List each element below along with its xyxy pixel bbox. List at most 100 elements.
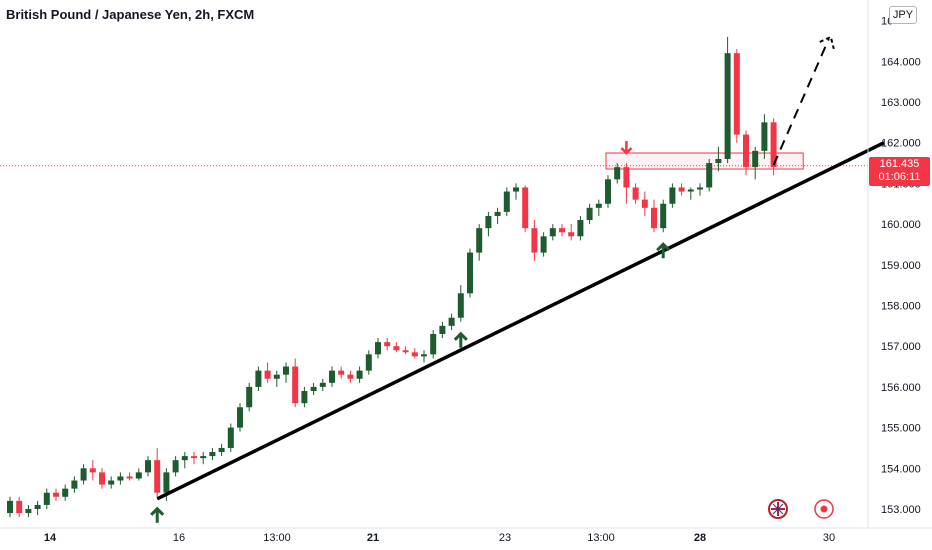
candle <box>154 447 161 497</box>
y-tick-label: 153.000 <box>881 504 921 516</box>
candle <box>733 49 740 143</box>
candle <box>439 321 446 339</box>
candle <box>687 187 694 200</box>
candle <box>25 504 32 518</box>
currency-badge[interactable]: JPY <box>889 6 917 24</box>
candle <box>145 456 151 477</box>
y-tick-label: 163.000 <box>881 97 921 109</box>
candle <box>172 456 179 477</box>
chart-title: British Pound / Japanese Yen, 2h, FXCM <box>6 7 255 22</box>
candle <box>540 232 547 257</box>
candle <box>595 199 602 216</box>
candle <box>669 183 676 208</box>
candle <box>457 285 464 322</box>
x-tick-label: 23 <box>499 532 511 544</box>
candle <box>273 370 280 387</box>
last-price-value: 161.435 <box>879 158 920 170</box>
candlestick-series <box>7 36 777 518</box>
candle <box>586 203 593 225</box>
candle <box>218 443 225 457</box>
candle <box>476 224 483 261</box>
y-tick-label: 156.000 <box>881 382 921 394</box>
projection-arrowhead <box>819 35 835 50</box>
candle <box>117 472 124 485</box>
candle <box>89 460 96 481</box>
x-tick-label: 13:00 <box>587 532 615 544</box>
markers <box>150 141 671 523</box>
candle <box>264 362 271 383</box>
candle <box>347 370 354 383</box>
y-tick-label: 154.000 <box>881 463 921 475</box>
projection-arrow <box>772 38 830 166</box>
candle <box>80 464 87 485</box>
candle <box>191 452 197 465</box>
candle <box>375 338 381 359</box>
flag-uk-icon[interactable] <box>767 498 789 520</box>
trendline[interactable] <box>156 35 885 501</box>
candle <box>402 346 409 355</box>
candle <box>283 362 289 383</box>
candle <box>16 496 23 518</box>
candle <box>356 366 363 383</box>
support-arrow-icon <box>656 242 671 259</box>
price-axis[interactable]: 153.000 154.000 155.000 156.000 157.000 158.0… <box>867 0 921 528</box>
candle <box>209 447 216 461</box>
candle <box>623 163 630 204</box>
candle <box>715 146 722 172</box>
candle <box>108 476 115 489</box>
candle <box>522 185 529 233</box>
candle <box>329 366 335 387</box>
candle <box>503 187 510 216</box>
candle <box>549 224 556 241</box>
candle <box>430 329 437 359</box>
candle <box>614 163 621 184</box>
candle <box>181 452 188 469</box>
candle <box>338 366 345 379</box>
x-tick-label: 30 <box>823 532 835 544</box>
candle <box>485 211 492 237</box>
candle <box>411 348 418 359</box>
last-price-tag: 161.435 01:06:11 <box>869 157 930 186</box>
candle <box>632 183 639 204</box>
candle <box>761 114 768 159</box>
last-price-countdown: 01:06:11 <box>878 171 921 183</box>
candle <box>559 224 565 237</box>
candle <box>135 468 142 481</box>
candle <box>513 183 519 200</box>
candle <box>255 366 262 391</box>
candle <box>126 472 133 481</box>
candle <box>724 36 731 164</box>
record-icon[interactable] <box>813 498 835 520</box>
candle <box>292 358 299 408</box>
support-arrow-icon <box>150 506 165 523</box>
y-tick-label: 158.000 <box>881 301 921 313</box>
y-tick-label: 160.000 <box>881 219 921 231</box>
candle <box>200 452 207 465</box>
resistance-arrow-icon <box>620 141 633 155</box>
candle <box>310 382 317 396</box>
candle <box>53 488 59 501</box>
candle <box>660 199 667 233</box>
y-tick-label: 155.000 <box>881 423 921 435</box>
candle <box>34 500 41 516</box>
candle <box>494 207 501 225</box>
candle <box>319 378 326 391</box>
candle <box>770 118 777 176</box>
candle <box>706 158 713 192</box>
candle <box>467 248 473 298</box>
y-tick-label: 162.000 <box>881 138 921 150</box>
candle <box>752 146 759 180</box>
candle <box>237 403 243 432</box>
x-tick-label: 16 <box>173 532 185 544</box>
candle <box>697 183 703 196</box>
x-tick-label: 21 <box>367 532 379 544</box>
candle <box>531 220 538 261</box>
y-tick-label: 159.000 <box>881 260 921 272</box>
x-tick-label: 14 <box>44 532 57 544</box>
candle <box>393 342 400 353</box>
candle <box>421 350 427 363</box>
time-axis[interactable]: 14 16 13:00 21 23 13:00 28 30 <box>0 527 932 544</box>
y-tick-label: 157.000 <box>881 341 921 353</box>
x-tick-label: 28 <box>694 532 706 544</box>
